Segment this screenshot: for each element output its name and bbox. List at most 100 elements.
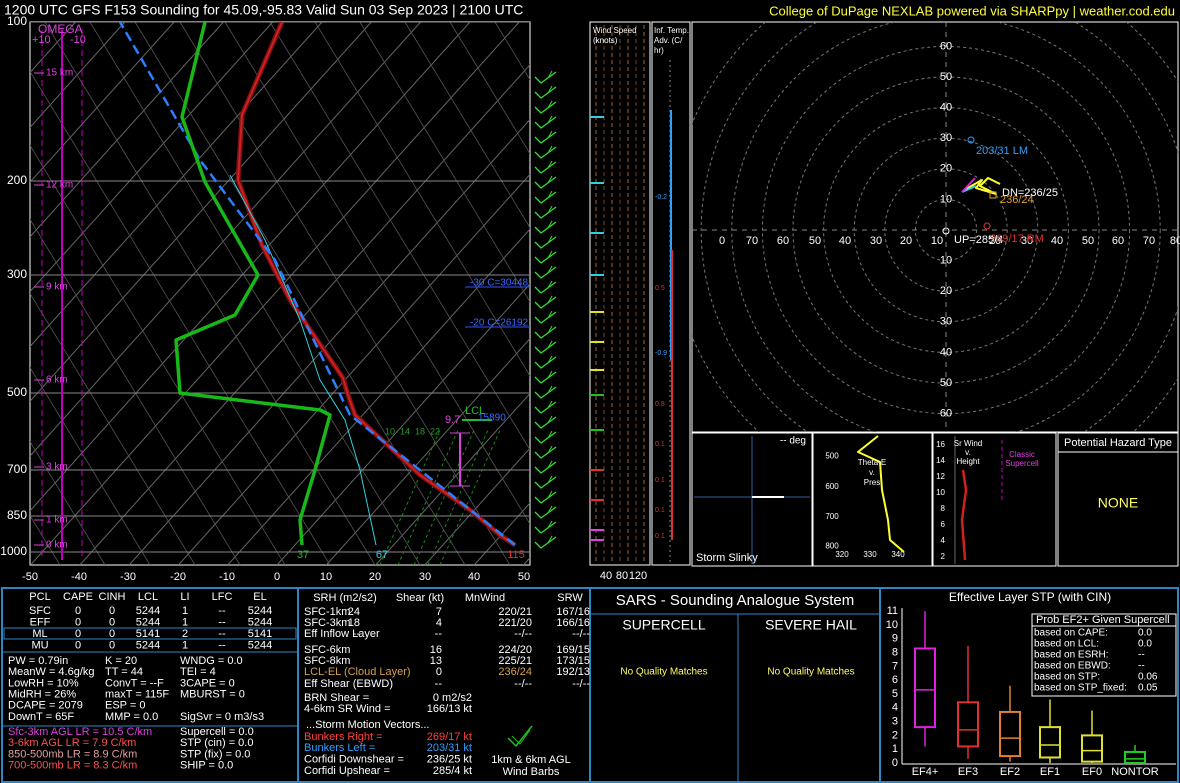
hodo-ring-label: 20: [940, 285, 952, 297]
wind-barb: [547, 490, 553, 499]
wind-barb: [534, 131, 557, 144]
parcel-cell: 5141: [248, 628, 272, 640]
stp-category: EF1: [1040, 766, 1060, 778]
composite: STP (cin) = 0.0: [180, 737, 253, 749]
composite: STP (fix) = 0.0: [180, 748, 250, 760]
kin-cell: 166/16: [556, 617, 590, 629]
parcel-trace: [118, 22, 516, 546]
wind-barb: [534, 521, 557, 534]
dry-adiabat: [179, 22, 511, 565]
adv-value: 0.1: [655, 533, 665, 540]
wind-barb: [547, 325, 553, 334]
wind-barb: [547, 280, 553, 289]
wind-barb: [547, 295, 553, 304]
storm-motion-up: [942, 227, 950, 235]
isotherm: [30, 22, 421, 457]
hodo-x-label: 80: [1170, 235, 1180, 247]
wind-barb: [547, 535, 553, 544]
hodograph: [692, 22, 1178, 432]
parcel-cell: 0: [109, 605, 115, 617]
srwind-title: Sr Wind: [954, 439, 982, 448]
parcel-cell: 1: [182, 616, 188, 628]
wind-barb: [534, 251, 557, 264]
prob-value: --: [1138, 650, 1145, 661]
hodo-x-label: 0: [719, 235, 725, 247]
srwind-height: 10: [936, 488, 945, 497]
slinky-title: Storm Slinky: [696, 552, 758, 564]
prob-value: 0.0: [1138, 639, 1152, 650]
prob-label: based on EBWD:: [1034, 661, 1111, 672]
mixing-ratio-line: [427, 429, 489, 565]
hodo-annotation: 236/24: [1000, 194, 1034, 206]
index: DownT = 65F: [8, 711, 74, 723]
kin-cell: 0 m2/s2: [433, 692, 472, 704]
adv-value: 0.8: [655, 401, 665, 408]
index: SigSvr = 0 m3/s3: [180, 711, 264, 723]
wind-barb: [534, 266, 557, 279]
stp-category: EF3: [958, 766, 978, 778]
temp-adv-frame: [651, 21, 691, 566]
prob-label: based on STP_fixed:: [1034, 683, 1127, 694]
stp-ytick: 3: [892, 716, 898, 728]
isotherm-height-label: -20 C=26192: [470, 318, 529, 329]
index: PW = 0.79in: [8, 655, 68, 667]
hodo-ring-label: 20: [940, 163, 952, 175]
hodo-trace: [961, 177, 976, 193]
srwind-height: 8: [941, 504, 946, 513]
isotherm: [30, 22, 274, 293]
theta-e-pressure: 500: [825, 451, 839, 460]
stp-box: [1124, 750, 1146, 765]
lapse-rate: 850-500mb LR = 8.9 C/km: [8, 748, 137, 760]
isotherm: [227, 228, 530, 565]
parcel-cell: 5244: [248, 616, 272, 628]
isotherm: [375, 392, 530, 565]
adv-value: 0.1: [655, 441, 665, 448]
kin-cell: --/--: [514, 678, 532, 690]
srwind-title: Height: [956, 457, 980, 466]
height-label: 9 km: [46, 282, 68, 293]
wind-barb: [547, 85, 553, 94]
parcel-cell: 5244: [136, 605, 160, 617]
index: ConvT = --F: [105, 677, 164, 689]
stp-title: Effective Layer STP (with CIN): [949, 590, 1111, 604]
wind-barb: [547, 115, 553, 124]
hodo-ring: [884, 168, 1008, 292]
dry-adiabat: [269, 22, 530, 451]
storm-motion-lm: [967, 136, 975, 144]
temp-label: 50: [518, 571, 530, 583]
theta-e-profile: [857, 435, 905, 553]
wind-barb: [534, 461, 557, 474]
kin-label: SFC-6km: [304, 644, 350, 656]
stp-ytick: 7: [892, 660, 898, 672]
wind-barb: [547, 355, 553, 364]
prob-label: based on CAPE:: [1034, 628, 1108, 639]
wind-barb: [547, 310, 553, 319]
prob-value: 0.0: [1138, 628, 1152, 639]
credit: College of DuPage NEXLAB powered via SHA…: [769, 3, 1175, 18]
adv-value: 0.1: [655, 507, 665, 514]
hazard-title: Potential Hazard Type: [1064, 437, 1172, 449]
parcel-cell: 2: [182, 628, 188, 640]
barb-legend: [507, 725, 533, 747]
wind-barb: [547, 475, 553, 484]
adv-value: -0.9: [655, 350, 667, 357]
sars-result: No Quality Matches: [767, 667, 854, 678]
wind-barb: [547, 70, 553, 79]
height-label: 0 km: [46, 540, 68, 551]
parcel-header: LFC: [212, 591, 233, 603]
wind-barb: [547, 460, 553, 469]
kin-header: MnWind: [465, 592, 505, 604]
theta-e-pressure: 800: [825, 542, 839, 551]
composite: SHIP = 0.0: [180, 760, 233, 772]
prob-value: --: [1138, 661, 1145, 672]
theta-e-title: Pres: [864, 478, 880, 487]
isotherm: [30, 22, 175, 183]
mixing-ratio-label: 18: [415, 426, 425, 436]
theta-e-tick: 340: [891, 550, 905, 559]
hazard-frame: [1057, 432, 1179, 567]
hodo-ring-label: 60: [940, 408, 952, 420]
index: LowRH = 10%: [8, 677, 79, 689]
adv-value: -0.2: [655, 194, 667, 201]
hodo-ring-label: 10: [940, 255, 952, 267]
parcel-cell: 0: [109, 616, 115, 628]
